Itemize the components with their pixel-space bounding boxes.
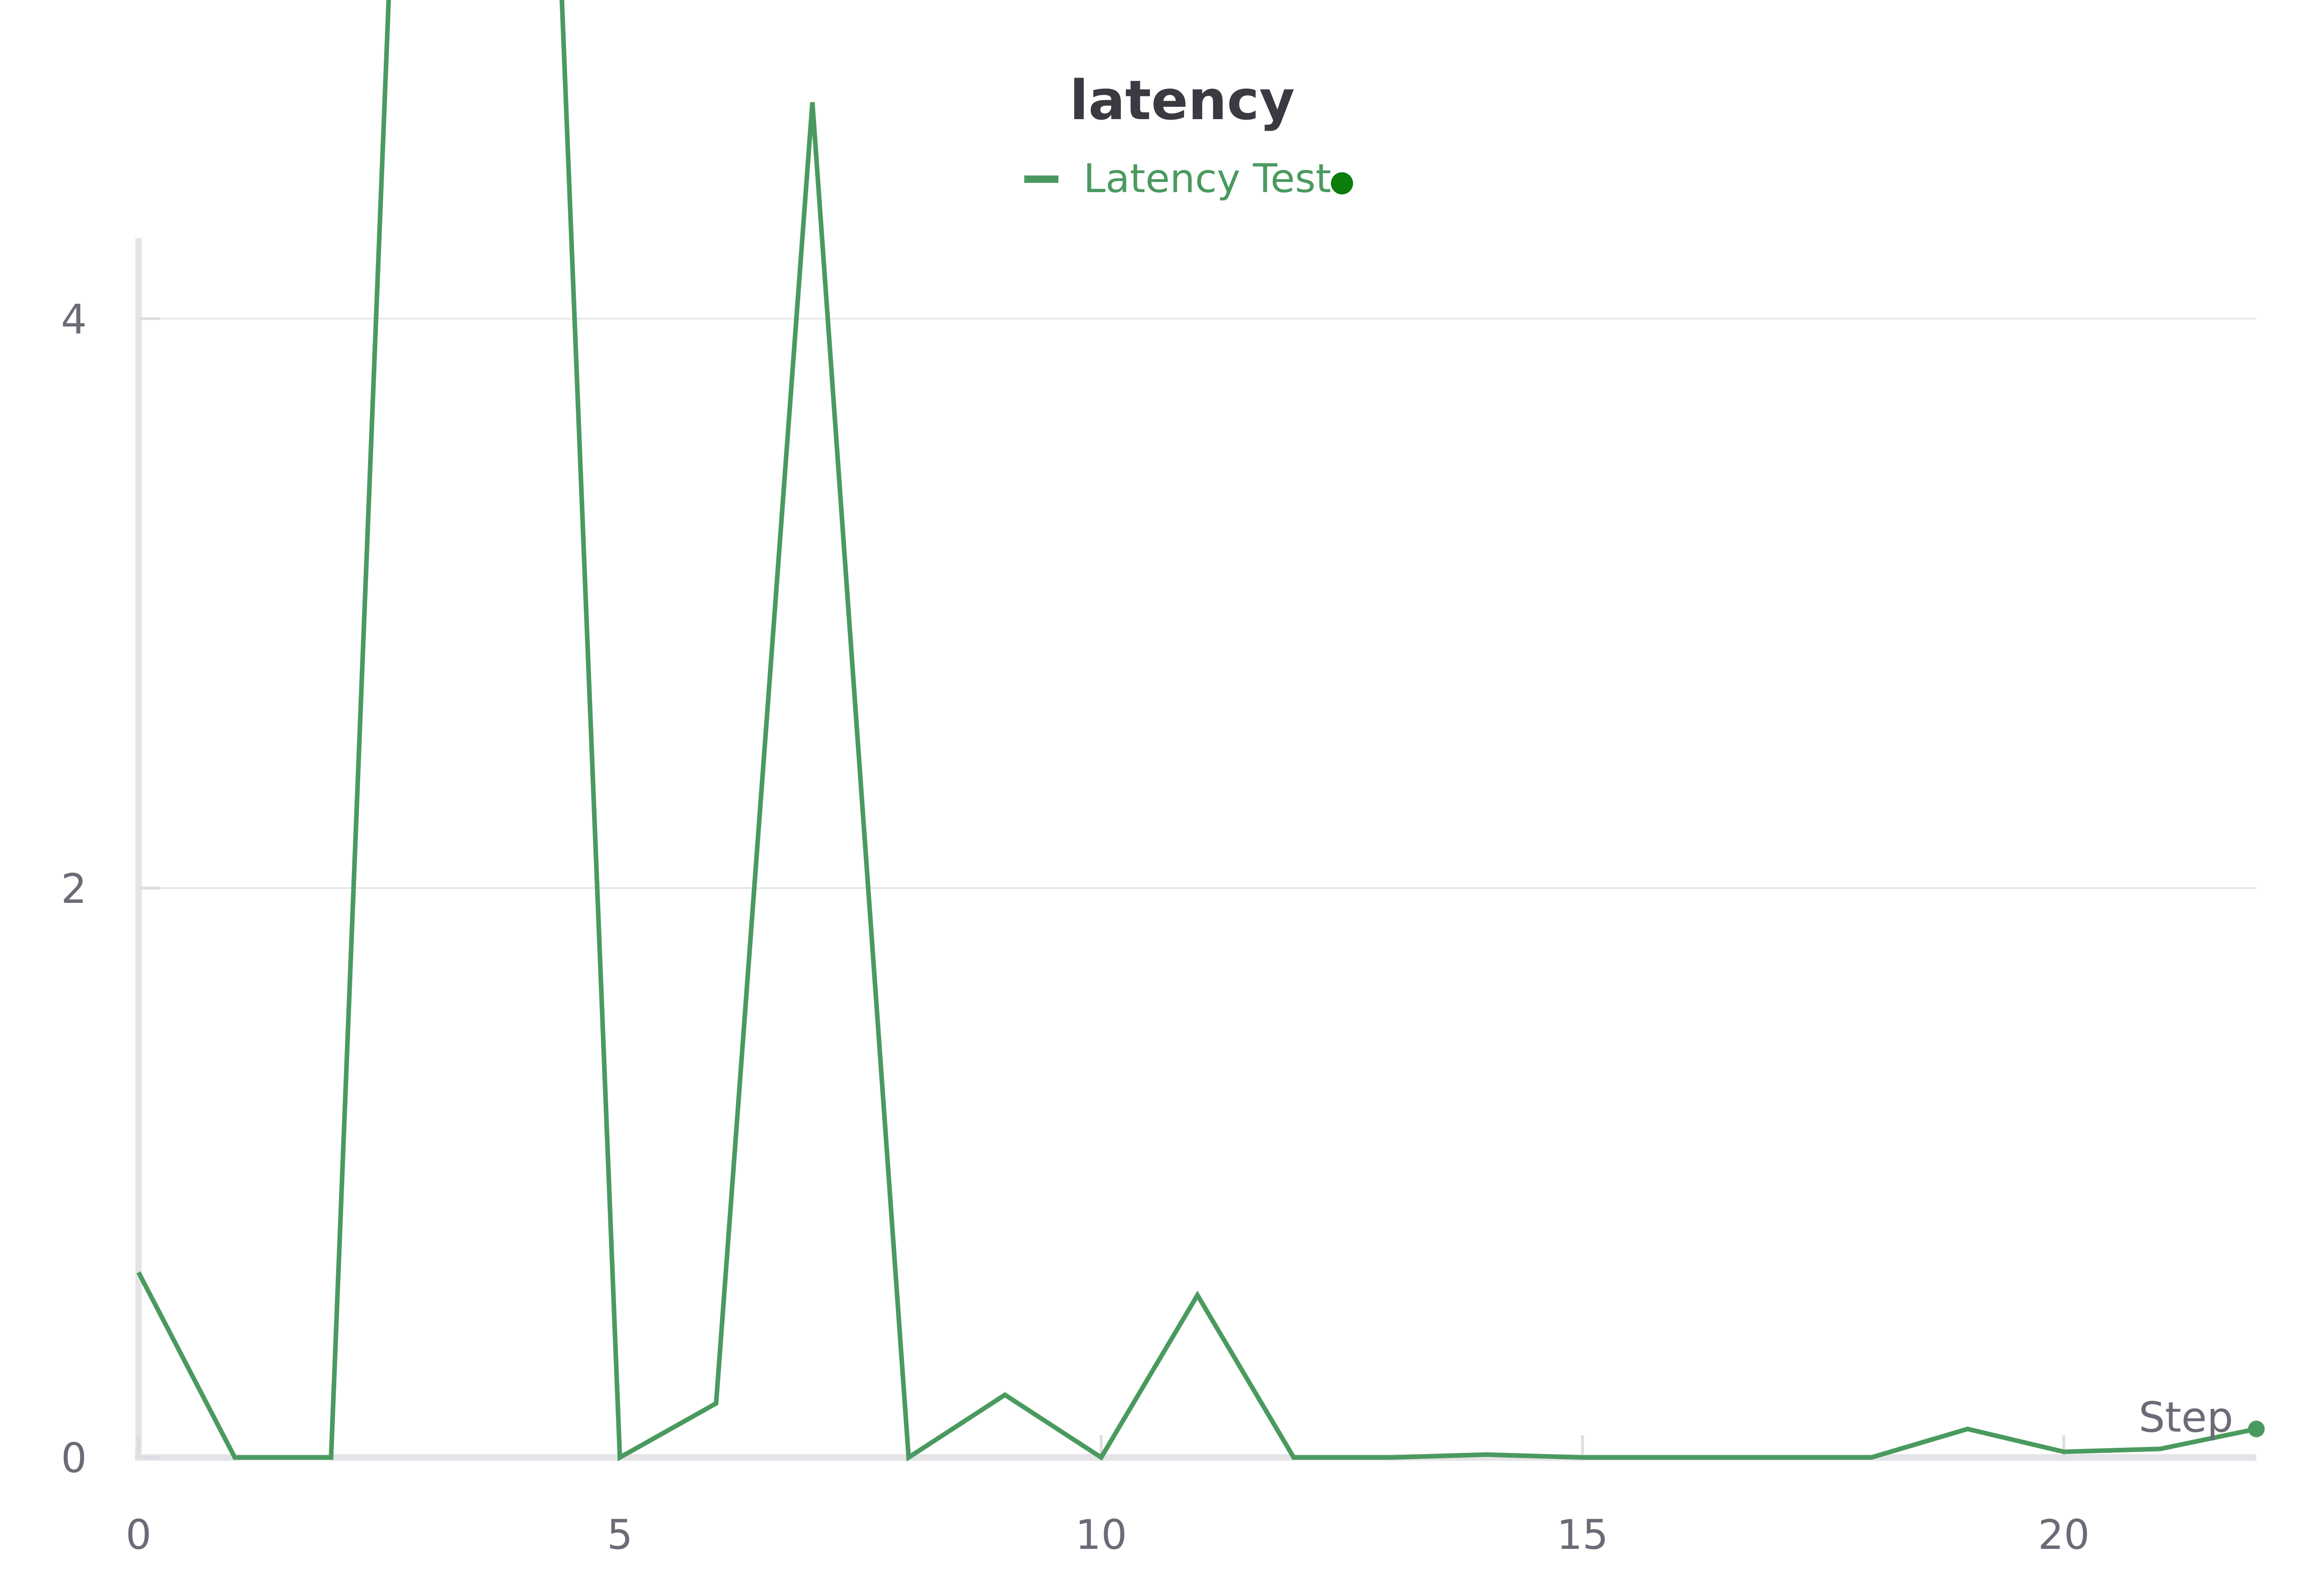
- x-tick-label-5: 5: [607, 1511, 633, 1559]
- series-end-marker: [2248, 1421, 2265, 1438]
- y-tick-label-0: 0: [61, 1434, 87, 1482]
- x-tick-label-20: 20: [2038, 1511, 2090, 1559]
- series-line-latency-test: [136, 0, 2257, 1462]
- data-point-0: [136, 1270, 141, 1275]
- data-point-9: [1002, 1392, 1008, 1397]
- data-point-6: [713, 1401, 719, 1406]
- legend-series-label: Latency Test: [1083, 156, 1331, 202]
- y-tick-label-4: 4: [61, 296, 87, 343]
- x-axis-label: Step: [2139, 1393, 2233, 1442]
- data-point-18: [1868, 1455, 1874, 1460]
- data-point-7: [810, 100, 815, 105]
- x-ticks: 0 5 10 15 20: [126, 1435, 2090, 1559]
- data-point-20: [2061, 1449, 2067, 1455]
- x-tick-label-10: 10: [1076, 1511, 1127, 1559]
- y-ticks: 02468: [61, 296, 160, 1482]
- legend-marker-dot: [1331, 172, 1353, 194]
- x-tick-label-15: 15: [1557, 1511, 1608, 1559]
- data-point-19: [1965, 1426, 1971, 1432]
- data-point-14: [1483, 1452, 1489, 1457]
- x-tick-label-0: 0: [126, 1511, 151, 1559]
- gridlines: [139, 318, 2256, 889]
- data-point-16: [1676, 1455, 1681, 1460]
- data-point-17: [1772, 1455, 1778, 1460]
- data-point-21: [2158, 1446, 2163, 1452]
- axes: [135, 238, 2256, 1461]
- data-point-15: [1580, 1455, 1585, 1460]
- series-points: [136, 0, 2259, 1460]
- data-point-13: [1387, 1455, 1393, 1460]
- data-point-12: [1291, 1455, 1297, 1460]
- data-point-8: [906, 1455, 912, 1460]
- data-point-5: [617, 1455, 623, 1460]
- data-point-1: [232, 1455, 238, 1460]
- data-point-11: [1195, 1293, 1200, 1298]
- y-tick-label-2: 2: [61, 865, 87, 913]
- chart-title: latency: [1070, 68, 1294, 132]
- data-point-2: [328, 1455, 334, 1460]
- data-point-10: [1099, 1455, 1104, 1460]
- legend: Latency Test: [1024, 156, 1353, 202]
